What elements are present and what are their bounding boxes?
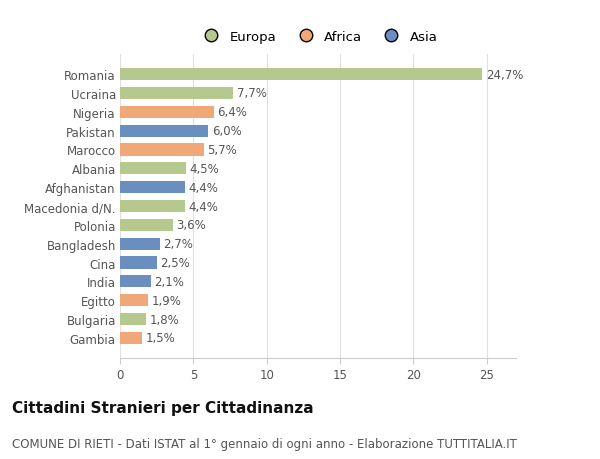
- Text: 7,7%: 7,7%: [236, 87, 266, 100]
- Bar: [120, 219, 173, 231]
- Bar: [120, 257, 157, 269]
- Bar: [120, 106, 214, 119]
- Text: 5,7%: 5,7%: [207, 144, 237, 157]
- Bar: [120, 238, 160, 250]
- Bar: [120, 276, 151, 288]
- Text: 1,5%: 1,5%: [146, 332, 175, 345]
- Text: 2,1%: 2,1%: [154, 275, 184, 288]
- Bar: [120, 201, 185, 213]
- Text: 24,7%: 24,7%: [486, 68, 523, 81]
- Legend: Europa, Africa, Asia: Europa, Africa, Asia: [193, 25, 443, 49]
- Bar: [120, 313, 146, 325]
- Bar: [120, 163, 186, 175]
- Bar: [120, 294, 148, 307]
- Text: 1,8%: 1,8%: [150, 313, 180, 326]
- Text: 1,9%: 1,9%: [152, 294, 181, 307]
- Text: 2,7%: 2,7%: [163, 238, 193, 251]
- Bar: [120, 182, 185, 194]
- Bar: [120, 69, 482, 81]
- Text: 4,4%: 4,4%: [188, 200, 218, 213]
- Text: 4,5%: 4,5%: [190, 162, 220, 175]
- Bar: [120, 88, 233, 100]
- Text: 6,4%: 6,4%: [218, 106, 247, 119]
- Text: 3,6%: 3,6%: [176, 219, 206, 232]
- Bar: [120, 332, 142, 344]
- Text: 2,5%: 2,5%: [160, 257, 190, 269]
- Bar: [120, 125, 208, 137]
- Text: 6,0%: 6,0%: [212, 125, 241, 138]
- Bar: [120, 144, 203, 156]
- Text: Cittadini Stranieri per Cittadinanza: Cittadini Stranieri per Cittadinanza: [12, 400, 314, 415]
- Text: COMUNE DI RIETI - Dati ISTAT al 1° gennaio di ogni anno - Elaborazione TUTTITALI: COMUNE DI RIETI - Dati ISTAT al 1° genna…: [12, 437, 517, 450]
- Text: 4,4%: 4,4%: [188, 181, 218, 194]
